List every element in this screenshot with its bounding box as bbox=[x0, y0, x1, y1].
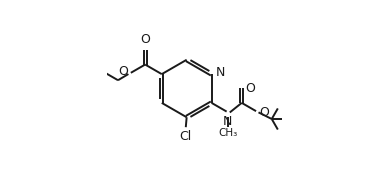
Text: CH₃: CH₃ bbox=[218, 128, 237, 138]
Text: N: N bbox=[216, 66, 225, 79]
Text: Cl: Cl bbox=[180, 130, 192, 143]
Text: O: O bbox=[259, 105, 269, 119]
Text: O: O bbox=[245, 82, 255, 95]
Text: N: N bbox=[223, 115, 232, 128]
Text: O: O bbox=[140, 33, 150, 46]
Text: O: O bbox=[118, 65, 128, 78]
